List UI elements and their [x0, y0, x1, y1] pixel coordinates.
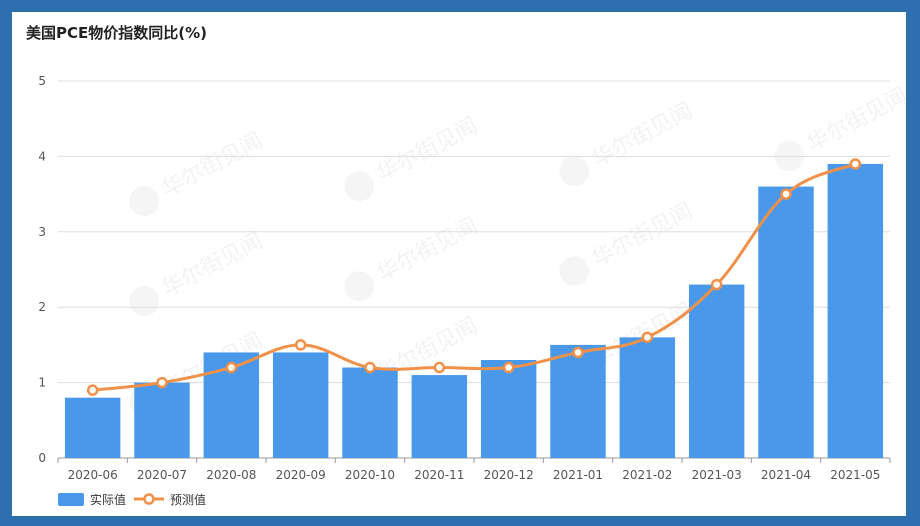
watermark-text: 华尔街见闻: [373, 214, 482, 288]
forecast-point: [641, 331, 654, 344]
bar: [688, 284, 745, 458]
bar: [342, 367, 398, 458]
bar: [134, 382, 190, 458]
y-tick-label: 2: [38, 300, 46, 314]
watermark-logo-icon: [129, 186, 160, 217]
watermark-text: 华尔街见闻: [158, 229, 267, 303]
y-tick-label: 5: [38, 74, 46, 88]
forecast-point: [502, 361, 515, 374]
watermark-text: 华尔街见闻: [373, 114, 482, 188]
x-tick-label: 2021-04: [761, 468, 811, 482]
forecast-point: [780, 188, 792, 200]
x-tick-label: 2020-07: [137, 468, 187, 482]
y-tick-label: 1: [38, 376, 46, 390]
watermark: 华尔街见闻: [559, 99, 697, 187]
y-tick-label: 3: [38, 225, 46, 239]
x-tick-label: 2021-03: [692, 468, 742, 482]
forecast-point: [86, 384, 99, 396]
watermark: 华尔街见闻: [129, 129, 267, 217]
legend-label: 实际值: [90, 492, 126, 507]
legend-label: 预测值: [170, 492, 206, 507]
watermark: 华尔街见闻: [559, 199, 697, 287]
watermark-logo-icon: [559, 256, 590, 287]
x-tick-label: 2020-08: [206, 468, 256, 482]
bar: [411, 375, 468, 458]
x-tick-label: 2020-09: [276, 468, 326, 482]
watermark: 华尔街见闻: [774, 84, 906, 172]
bar: [827, 163, 884, 458]
x-tick-label: 2020-12: [484, 468, 534, 482]
watermark-logo-icon: [129, 286, 160, 317]
x-tick-label: 2020-11: [414, 468, 464, 482]
forecast-point: [225, 361, 238, 374]
x-tick-label: 2020-06: [68, 468, 118, 482]
watermark-text: 华尔街见闻: [588, 199, 697, 273]
forecast-point: [364, 361, 376, 374]
forecast-point: [710, 278, 723, 291]
watermark-logo-icon: [344, 271, 375, 302]
x-tick-label: 2021-05: [830, 468, 880, 482]
bar: [758, 186, 814, 458]
bar: [550, 344, 606, 458]
watermark-logo-icon: [559, 156, 590, 187]
chart-panel: 美国PCE物价指数同比(%) 华尔街见闻 华尔街见闻 华尔街见闻 华尔街见闻 华尔街见闻…: [12, 12, 906, 516]
watermark-text: 华尔街见闻: [803, 84, 906, 158]
watermark-text: 华尔街见闻: [588, 99, 697, 173]
legend-swatch-bar: [58, 493, 84, 506]
watermark-text: 华尔街见闻: [158, 129, 267, 203]
x-tick-label: 2020-10: [345, 468, 395, 482]
legend: 实际值 预测值: [58, 492, 206, 507]
forecast-point: [433, 361, 446, 374]
y-tick-label: 4: [38, 149, 46, 163]
legend-swatch-point: [143, 493, 155, 505]
watermark: 华尔街见闻: [344, 214, 482, 302]
forecast-point: [572, 346, 584, 359]
forecast-point: [294, 339, 307, 351]
y-tick-label: 0: [38, 451, 46, 465]
bar: [272, 352, 329, 458]
bar: [64, 397, 121, 458]
chart-title: 美国PCE物价指数同比(%): [26, 24, 207, 42]
watermark-logo-icon: [344, 171, 375, 202]
bar: [480, 359, 537, 458]
forecast-point: [849, 158, 862, 170]
forecast-point: [156, 376, 168, 389]
watermark: 华尔街见闻: [344, 114, 482, 202]
bar: [619, 337, 676, 458]
x-tick-label: 2021-01: [553, 468, 603, 482]
x-tick-label: 2021-02: [622, 468, 672, 482]
